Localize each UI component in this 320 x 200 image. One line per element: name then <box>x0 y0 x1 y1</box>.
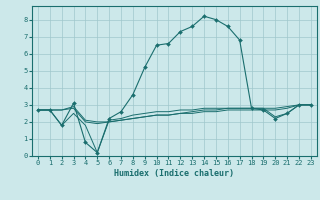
X-axis label: Humidex (Indice chaleur): Humidex (Indice chaleur) <box>115 169 234 178</box>
